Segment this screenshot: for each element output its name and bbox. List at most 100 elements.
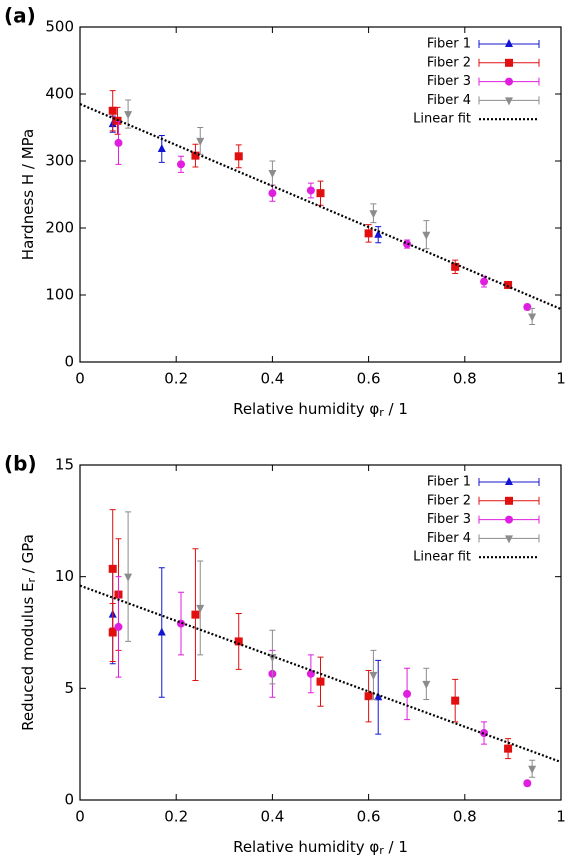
y-axis-label-part: / GPa — [19, 534, 37, 578]
marker — [369, 671, 378, 680]
legend-label: Fiber 3 — [427, 74, 471, 89]
marker — [422, 680, 431, 689]
marker — [480, 277, 489, 286]
y-tick-label: 100 — [45, 286, 74, 304]
x-tick-label: 0.6 — [357, 808, 381, 826]
panel: (a) 0 0.2 0.4 0.6 0.8 1 0 100 200 300 400 500 Relativ… — [4, 4, 565, 420]
marker — [177, 160, 186, 169]
plot-frame — [79, 26, 562, 363]
legend-marker — [505, 535, 513, 544]
x-axis-label-part: r — [379, 406, 384, 419]
x-axis-label-part: / 1 — [384, 838, 408, 856]
plot-frame — [79, 464, 562, 801]
x-tick-label: 0 — [75, 370, 85, 388]
marker — [316, 677, 325, 686]
y-tick-label: 5 — [64, 679, 74, 697]
marker — [374, 229, 383, 238]
legend-label: Linear fit — [413, 550, 471, 565]
x-tick-label: 0.4 — [260, 808, 284, 826]
marker — [124, 573, 133, 582]
marker — [504, 280, 513, 289]
x-tick-label: 0.4 — [260, 370, 284, 388]
marker — [108, 628, 117, 637]
marker — [191, 610, 200, 619]
legend-marker — [505, 515, 513, 524]
legend-label: Fiber 2 — [427, 55, 471, 70]
y-tick-label: 200 — [45, 219, 74, 237]
marker — [124, 111, 133, 120]
legend-label: Fiber 1 — [427, 475, 471, 490]
legend-label: Fiber 3 — [427, 512, 471, 527]
marker — [234, 637, 243, 646]
marker — [504, 744, 513, 753]
legend-marker — [505, 496, 513, 505]
marker — [369, 210, 378, 219]
y-axis-label-part: Reduced modulus E — [19, 582, 37, 730]
marker — [196, 604, 205, 613]
marker — [316, 189, 325, 198]
y-tick-label: 300 — [45, 152, 74, 170]
y-tick-label: 500 — [45, 18, 74, 36]
x-axis-label-part: Relative humidity φ — [233, 400, 379, 418]
y-axis-label-part: r — [25, 577, 38, 582]
x-tick-label: 0.2 — [164, 808, 188, 826]
x-tick-label: 0.8 — [453, 808, 477, 826]
legend-label: Fiber 2 — [427, 493, 471, 508]
marker — [523, 303, 532, 312]
x-tick-label: 0.6 — [357, 370, 381, 388]
marker — [196, 137, 205, 146]
panel-label: (b) — [4, 452, 37, 476]
marker — [157, 143, 166, 152]
y-axis-label: Hardness H / MPa — [19, 129, 37, 260]
x-axis-label-part: / 1 — [384, 400, 408, 418]
marker — [451, 262, 460, 271]
marker — [306, 186, 315, 195]
marker — [364, 692, 373, 701]
y-tick-label: 400 — [45, 85, 74, 103]
marker — [523, 779, 532, 788]
x-tick-label: 1 — [556, 370, 565, 388]
marker — [364, 229, 373, 238]
legend-label: Fiber 4 — [427, 93, 471, 108]
legend-marker — [505, 97, 513, 106]
legend-marker — [505, 477, 513, 485]
marker — [108, 106, 117, 115]
marker — [114, 138, 123, 147]
marker — [268, 170, 277, 179]
marker — [157, 627, 166, 636]
fit-line — [79, 103, 562, 311]
legend-marker — [505, 58, 513, 67]
marker — [114, 622, 123, 631]
legend-label: Fiber 1 — [427, 37, 471, 52]
y-tick-label: 0 — [64, 353, 74, 371]
y-axis-label-part: Hardness H / MPa — [19, 129, 37, 260]
marker — [422, 231, 431, 240]
x-axis-label-part: Relative humidity φ — [233, 838, 379, 856]
legend-marker — [505, 77, 513, 86]
y-tick-label: 10 — [55, 567, 74, 585]
x-axis-label: Relative humidity φr / 1 — [233, 400, 408, 420]
y-axis-label: Reduced modulus Er / GPa — [19, 534, 39, 731]
marker — [451, 696, 460, 705]
x-axis-label-part: r — [379, 844, 384, 857]
marker — [268, 654, 277, 663]
marker — [528, 313, 537, 322]
y-tick-label: 15 — [55, 456, 74, 474]
marker — [234, 152, 243, 161]
x-tick-label: 0.8 — [453, 370, 477, 388]
marker — [374, 692, 383, 701]
marker — [403, 689, 412, 698]
x-tick-label: 0 — [75, 808, 85, 826]
x-axis-label: Relative humidity φr / 1 — [233, 838, 408, 858]
marker — [108, 564, 117, 573]
legend-label: Fiber 4 — [427, 531, 471, 546]
legend-marker — [505, 39, 513, 47]
y-tick-label: 0 — [64, 791, 74, 809]
legend-label: Linear fit — [413, 112, 471, 127]
fit-line — [79, 584, 562, 764]
marker — [191, 151, 200, 160]
marker — [528, 765, 537, 774]
panel-label: (a) — [4, 4, 36, 28]
